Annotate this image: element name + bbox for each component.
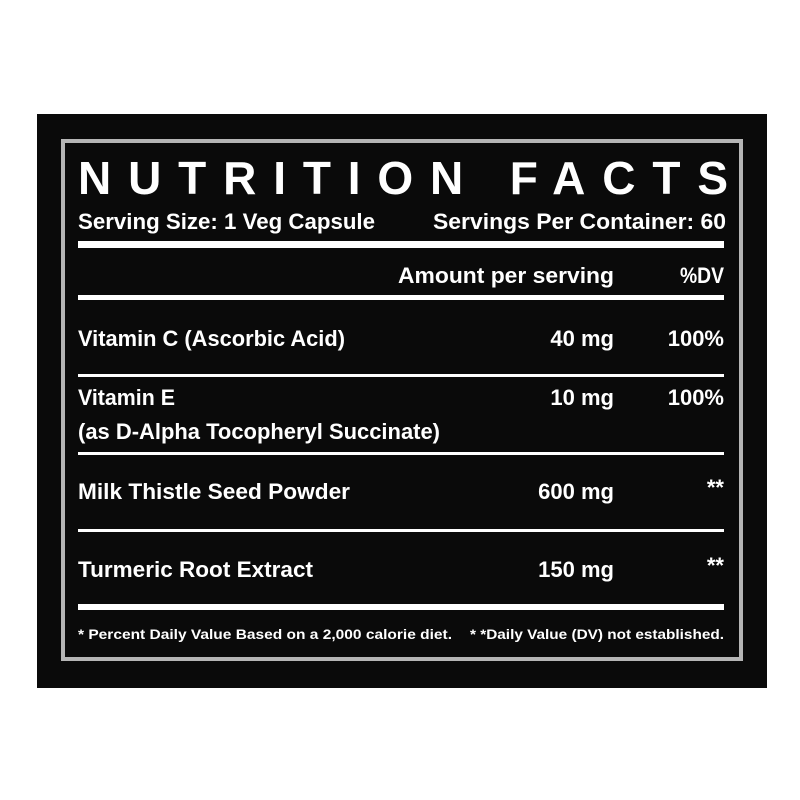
divider: [78, 452, 724, 455]
title: NUTRITION FACTS: [78, 152, 728, 204]
nutrient-dv: **: [707, 553, 725, 578]
divider: [78, 295, 724, 300]
nutrient-name: Vitamin E: [78, 385, 175, 410]
label-background: [37, 114, 767, 688]
divider: [78, 604, 724, 610]
nutrient-amount: 150 mg: [538, 557, 614, 582]
nutrient-amount: 40 mg: [550, 326, 614, 351]
nutrient-dv: **: [707, 475, 725, 500]
column-header: %DV: [680, 263, 724, 288]
footnote: * *Daily Value (DV) not established.: [470, 626, 724, 642]
divider: [78, 241, 724, 248]
nutrient-name: Vitamin C (Ascorbic Acid): [78, 326, 345, 351]
divider: [78, 374, 724, 377]
nutrient-dv: 100%: [668, 385, 724, 410]
column-header: Amount per serving: [398, 263, 614, 288]
label-border: [61, 139, 743, 661]
nutrient-amount: 10 mg: [550, 385, 614, 410]
servings-per-container: Servings Per Container: 60: [433, 209, 726, 234]
footnote: * Percent Daily Value Based on a 2,000 c…: [78, 626, 452, 642]
nutrient-dv: 100%: [668, 326, 724, 351]
nutrient-name: Turmeric Root Extract: [78, 557, 314, 582]
divider: [78, 529, 724, 532]
serving-size: Serving Size: 1 Veg Capsule: [78, 209, 375, 234]
nutrient-amount: 600 mg: [538, 479, 614, 504]
nutrient-name: Milk Thistle Seed Powder: [78, 479, 350, 504]
nutrient-detail: (as D-Alpha Tocopheryl Succinate): [78, 419, 440, 444]
